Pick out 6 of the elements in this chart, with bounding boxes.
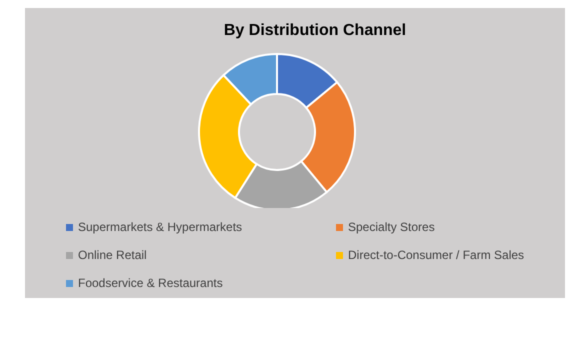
legend-label: Specialty Stores bbox=[348, 220, 435, 234]
legend-label: Direct-to-Consumer / Farm Sales bbox=[348, 248, 524, 262]
legend-label: Supermarkets & Hypermarkets bbox=[78, 220, 242, 234]
chart-title: By Distribution Channel bbox=[222, 22, 408, 40]
legend-label: Online Retail bbox=[78, 248, 147, 262]
legend-label: Foodservice & Restaurants bbox=[78, 276, 223, 290]
